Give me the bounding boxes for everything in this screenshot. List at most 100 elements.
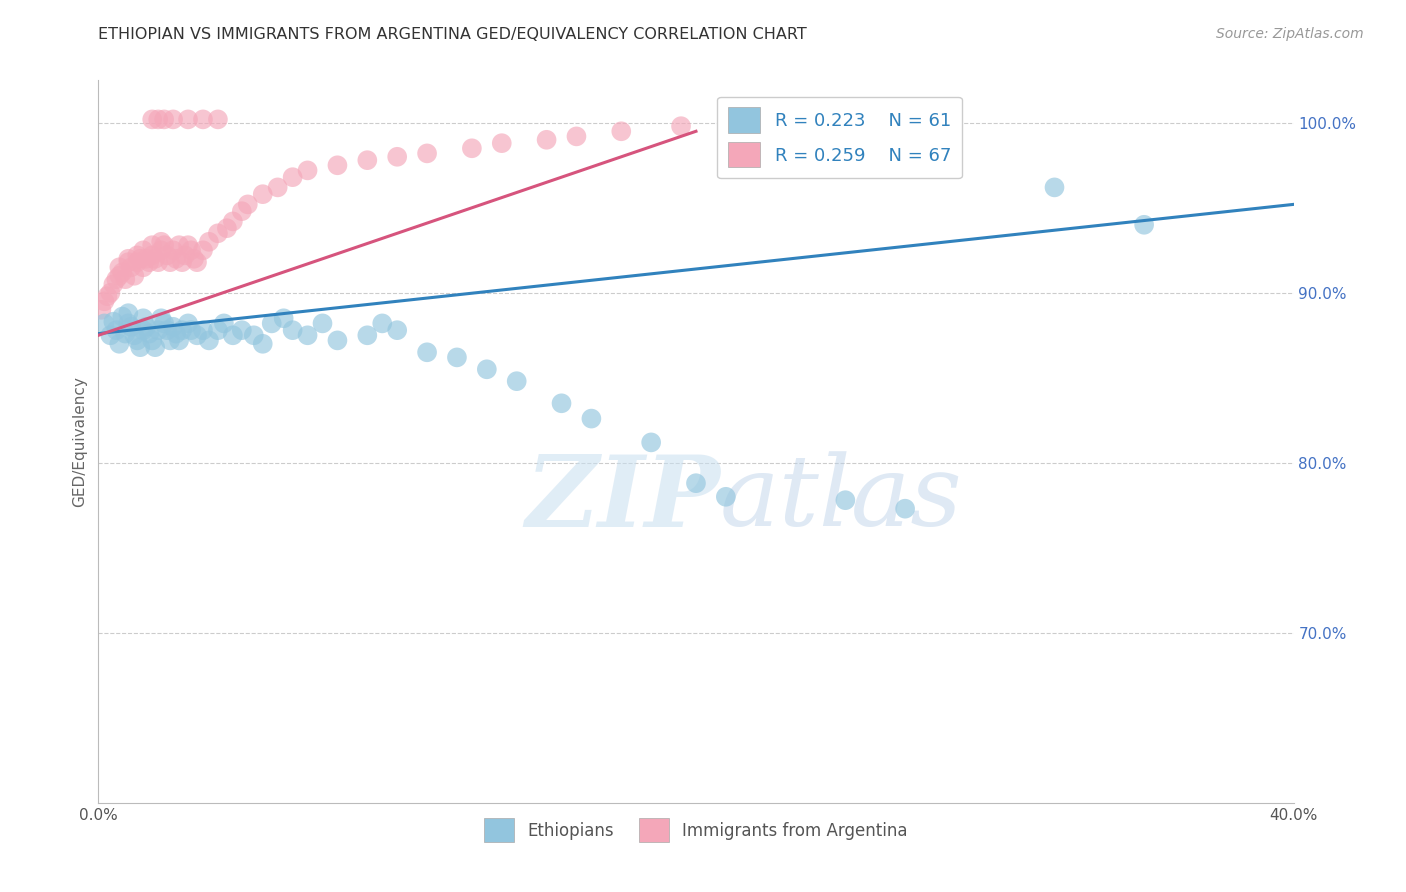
- Point: [135, 252, 157, 266]
- Point: [141, 238, 163, 252]
- Point: [183, 252, 205, 266]
- Point: [1043, 180, 1066, 194]
- Point: [191, 112, 214, 127]
- Point: [252, 187, 274, 202]
- Point: [150, 244, 173, 258]
- Point: [120, 260, 142, 275]
- Point: [475, 362, 498, 376]
- Point: [894, 501, 917, 516]
- Point: [148, 255, 170, 269]
- Point: [177, 317, 200, 331]
- Point: [127, 248, 149, 262]
- Point: [273, 311, 295, 326]
- Point: [124, 268, 146, 283]
- Point: [114, 326, 136, 341]
- Text: ZIP: ZIP: [524, 451, 720, 548]
- Point: [416, 345, 439, 359]
- Point: [132, 323, 155, 337]
- Point: [180, 323, 202, 337]
- Point: [132, 260, 155, 275]
- Point: [506, 374, 529, 388]
- Point: [311, 317, 333, 331]
- Point: [267, 180, 290, 194]
- Point: [124, 328, 146, 343]
- Point: [143, 340, 166, 354]
- Text: Source: ZipAtlas.com: Source: ZipAtlas.com: [1216, 27, 1364, 41]
- Point: [581, 411, 603, 425]
- Point: [108, 268, 131, 283]
- Point: [103, 315, 125, 329]
- Point: [165, 252, 187, 266]
- Point: [461, 141, 484, 155]
- Point: [129, 252, 152, 266]
- Point: [714, 490, 737, 504]
- Point: [215, 221, 238, 235]
- Point: [297, 328, 319, 343]
- Point: [108, 336, 131, 351]
- Point: [371, 317, 394, 331]
- Point: [167, 238, 190, 252]
- Point: [565, 129, 588, 144]
- Point: [174, 248, 197, 262]
- Point: [207, 227, 229, 241]
- Point: [536, 133, 558, 147]
- Point: [156, 248, 179, 262]
- Point: [90, 302, 112, 317]
- Point: [260, 317, 283, 331]
- Point: [172, 255, 194, 269]
- Point: [132, 244, 155, 258]
- Point: [127, 334, 149, 348]
- Point: [111, 310, 134, 324]
- Y-axis label: GED/Equivalency: GED/Equivalency: [72, 376, 87, 507]
- Point: [108, 260, 131, 275]
- Point: [186, 255, 208, 269]
- Point: [326, 158, 349, 172]
- Point: [98, 328, 122, 343]
- Point: [93, 294, 115, 309]
- Point: [127, 255, 149, 269]
- Point: [150, 311, 173, 326]
- Point: [135, 319, 157, 334]
- Point: [105, 323, 128, 337]
- Point: [207, 112, 229, 127]
- Point: [153, 317, 176, 331]
- Point: [326, 334, 349, 348]
- Point: [141, 334, 163, 348]
- Point: [252, 336, 274, 351]
- Point: [1133, 218, 1156, 232]
- Point: [132, 311, 155, 326]
- Point: [167, 334, 190, 348]
- Point: [117, 252, 139, 266]
- Text: atlas: atlas: [720, 451, 963, 547]
- Point: [150, 235, 173, 249]
- Point: [385, 323, 409, 337]
- Point: [141, 248, 163, 262]
- Point: [141, 112, 163, 127]
- Point: [640, 435, 662, 450]
- Point: [162, 319, 184, 334]
- Point: [198, 235, 221, 249]
- Point: [103, 277, 125, 292]
- Point: [685, 476, 707, 491]
- Point: [243, 328, 266, 343]
- Point: [356, 153, 378, 168]
- Point: [610, 124, 633, 138]
- Point: [105, 272, 128, 286]
- Point: [198, 334, 221, 348]
- Legend: Ethiopians, Immigrants from Argentina: Ethiopians, Immigrants from Argentina: [478, 812, 914, 848]
- Point: [96, 289, 118, 303]
- Point: [669, 119, 692, 133]
- Point: [117, 306, 139, 320]
- Point: [148, 323, 170, 337]
- Point: [162, 244, 184, 258]
- Point: [114, 272, 136, 286]
- Point: [191, 323, 214, 337]
- Point: [177, 112, 200, 127]
- Point: [446, 351, 468, 365]
- Point: [222, 214, 245, 228]
- Point: [93, 317, 115, 331]
- Point: [416, 146, 439, 161]
- Point: [172, 323, 194, 337]
- Point: [297, 163, 319, 178]
- Point: [138, 255, 160, 269]
